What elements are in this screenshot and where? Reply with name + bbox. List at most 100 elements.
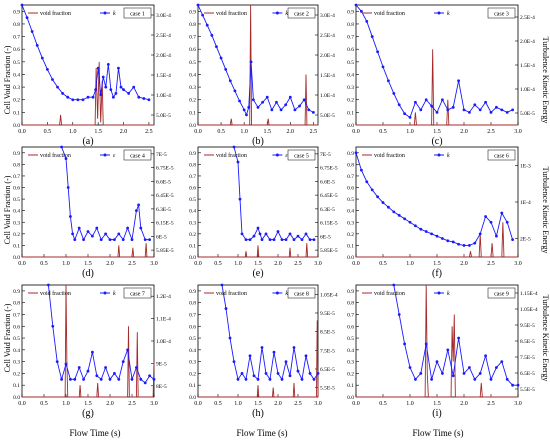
- k-point: [139, 226, 143, 230]
- panel-label: (g): [82, 408, 94, 419]
- y-tick-label: 0.0: [189, 255, 196, 261]
- y-tick-label: 0.4: [13, 209, 20, 215]
- x-tick-label: 1.5: [433, 261, 441, 267]
- k-point: [392, 210, 396, 214]
- k-point: [121, 360, 125, 364]
- y-tick-label: 0.8: [189, 22, 196, 28]
- k-point: [505, 110, 509, 114]
- x-tick-label: 1.0: [406, 401, 414, 407]
- x-tick-label: 1.0: [406, 129, 414, 135]
- k-point: [51, 324, 55, 328]
- k-point: [275, 100, 278, 104]
- y-tick-label: 0.7: [347, 35, 354, 41]
- k-point: [435, 360, 439, 364]
- k-point: [424, 342, 428, 346]
- x-tick-label: 2.5: [487, 401, 495, 407]
- y-tick-label: 0.7: [347, 312, 354, 318]
- legend-k-marker: [103, 291, 107, 295]
- k-point: [376, 195, 379, 199]
- x-tick-label: 3.0: [314, 261, 322, 267]
- x-tick-label: 1.0: [240, 129, 248, 135]
- k-point: [414, 224, 417, 228]
- x-tick-label: 2.5: [487, 129, 495, 135]
- case-badge: [487, 287, 516, 299]
- legend-void-label: void fraction: [374, 10, 405, 17]
- y-tick-label: 0.2: [13, 232, 20, 238]
- k-point: [265, 95, 269, 99]
- y-tick-label: 0.0: [13, 255, 20, 261]
- k-point: [104, 85, 108, 89]
- y2-tick-label: 8E-5: [156, 384, 167, 390]
- k-line: [355, 152, 514, 246]
- x-tick-label: 3.0: [514, 129, 522, 135]
- k-point: [117, 66, 120, 70]
- y-tick-label: 0.5: [189, 197, 196, 203]
- x-tick-label: 0.0: [194, 401, 202, 407]
- y-tick-label: 0.0: [347, 123, 354, 129]
- k-point: [419, 372, 423, 375]
- y2-tick-label: 6.6E-5: [156, 179, 171, 185]
- k-point: [143, 381, 147, 385]
- y2-tick-label: 6.3E-5: [320, 207, 335, 213]
- k-point: [446, 239, 450, 243]
- y-tick-label: 0.8: [189, 162, 196, 168]
- k-point: [20, 3, 24, 7]
- k-point: [240, 372, 244, 375]
- x-tick-label: 1.0: [234, 401, 242, 407]
- k-point: [408, 116, 412, 119]
- x-tick-label: 2.0: [460, 129, 468, 135]
- x-tick-label: 0.0: [352, 129, 360, 135]
- y-tick-label: 0.9: [347, 9, 354, 15]
- k-point: [296, 369, 300, 373]
- x-tick-label: 2.0: [106, 261, 114, 267]
- plot-frame: [355, 146, 519, 258]
- k-point: [51, 78, 54, 81]
- k-point: [284, 238, 288, 242]
- y-tick-label: 0.0: [13, 395, 20, 401]
- y2-tick-label: 7.5E-5: [520, 355, 535, 361]
- k-point: [489, 110, 493, 114]
- k-point: [121, 238, 125, 242]
- panel-label: (d): [82, 268, 94, 279]
- y2-tick-label: 6.5E-5: [320, 367, 335, 373]
- y2-tick-label: 1.05E-4: [320, 292, 338, 298]
- y2-tick-label: 6.45E-5: [156, 193, 174, 199]
- chart-panel: 0.0 0.5 1.0 1.5 2.0 2.5 0.0 0.1 0.2 0.3 0.4 0.5 0.6 0…: [13, 3, 171, 147]
- panel-label: (c): [431, 136, 442, 147]
- k-point: [312, 238, 316, 242]
- k-point: [132, 85, 136, 89]
- y-tick-label: 0.6: [189, 186, 196, 192]
- y-tick-label: 0.9: [13, 151, 20, 157]
- k-point: [127, 92, 131, 95]
- k-point: [232, 145, 236, 149]
- k-line: [197, 4, 314, 117]
- y-tick-label: 0.4: [189, 348, 196, 354]
- k-point: [91, 95, 95, 99]
- y-tick-label: 0.4: [347, 72, 354, 78]
- case-badge: [487, 7, 516, 19]
- k-point: [126, 226, 129, 230]
- k-point: [139, 377, 143, 381]
- y2-tick-label: 9E-5: [156, 361, 167, 367]
- k-point: [135, 209, 138, 213]
- y2-tick-label: 2E-5: [520, 237, 531, 243]
- y-tick-label: 0.1: [13, 110, 20, 116]
- x-tick-label: 0.5: [40, 401, 48, 407]
- x-tick-label: 1.0: [62, 261, 70, 267]
- x-tick-label: 3.0: [514, 261, 522, 267]
- chart-panel: 0.0 0.5 1.0 1.5 2.0 2.5 3.0 0.0 0.1 0.2 0.3 0.4 0.5 0…: [189, 283, 338, 419]
- y2-tick-label: 1.0E-4: [320, 93, 335, 99]
- y-tick-label: 0.9: [347, 151, 354, 157]
- k-point: [419, 108, 423, 112]
- void-fraction-line: [356, 49, 518, 126]
- y-tick-label: 0.1: [347, 383, 354, 389]
- k-point: [71, 232, 74, 236]
- y-tick-label: 0.7: [189, 174, 196, 180]
- left-axis-title: Cell Void Fraction (-): [3, 175, 12, 244]
- k-point: [86, 230, 90, 233]
- void-fraction-line: [22, 61, 154, 126]
- k-point: [403, 217, 406, 221]
- k-point: [247, 105, 251, 109]
- k-point: [122, 88, 125, 92]
- x-tick-label: 2.5: [294, 401, 302, 407]
